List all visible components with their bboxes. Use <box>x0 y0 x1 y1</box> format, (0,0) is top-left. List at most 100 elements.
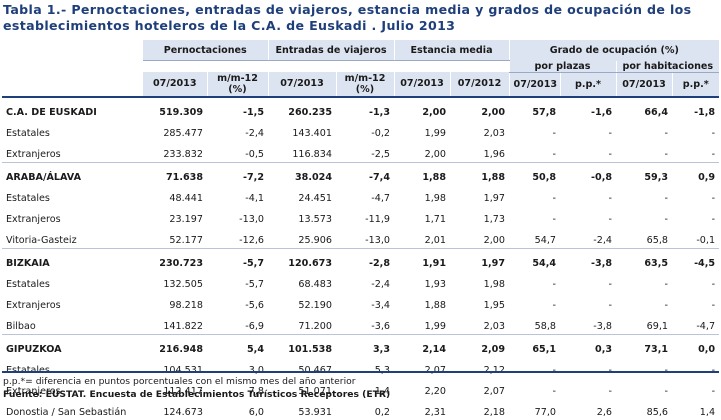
cell-value: 1,98 <box>424 192 446 204</box>
cell-value: 104.531 <box>163 364 203 376</box>
cell-value: 25.906 <box>298 234 332 246</box>
cell-value: 2,00 <box>483 234 506 246</box>
cell-value: 5,4 <box>207 333 268 357</box>
cell-value: - <box>711 148 716 160</box>
cell-value: 216.948 <box>143 333 207 357</box>
cell-value: 2,03 <box>483 320 506 332</box>
cell-value: 3,0 <box>248 364 264 376</box>
cell-value: 0,3 <box>560 333 617 357</box>
table-title: Tabla 1.- Pernoctaciones, entradas de vi… <box>3 2 692 33</box>
cell-value: 1,73 <box>483 213 506 225</box>
cell-value: 63,5 <box>616 247 673 271</box>
cell-value: 85,6 <box>646 406 669 418</box>
cell-value: 285.477 <box>163 127 203 139</box>
cell-value: - <box>552 278 557 290</box>
cell-value: -2,4 <box>245 127 264 139</box>
cell-value: - <box>552 385 557 397</box>
column-header: 07/2013 <box>508 72 561 97</box>
cell-value: - <box>664 213 669 225</box>
row-label: Bilbao <box>6 320 36 332</box>
cell-value: -12,6 <box>239 234 264 246</box>
row-label: GIPUZKOA <box>2 333 143 357</box>
row-label: Donostia / San Sebastián <box>6 406 127 418</box>
cell-value: 1,4 <box>699 406 716 418</box>
cell-value: 68.483 <box>298 278 332 290</box>
cell-value: - <box>711 364 716 376</box>
cell-value: 77,0 <box>534 406 557 418</box>
table-row: Extranjeros 233.832 -0,5 116.834 -2,5 2,00 1,9… <box>2 141 719 163</box>
row-label: Extranjeros <box>6 299 61 311</box>
cell-value: 101.538 <box>268 333 336 357</box>
cell-value: 57,8 <box>509 95 561 120</box>
cell-value: -0,8 <box>560 161 617 185</box>
cell-value: -4,5 <box>672 247 720 271</box>
cell-value: 52.190 <box>298 299 332 311</box>
cell-value: 7,8 <box>248 385 264 397</box>
cell-value: - <box>552 192 557 204</box>
cell-value: 58,8 <box>534 320 557 332</box>
cell-value: 141.822 <box>163 320 203 332</box>
cell-value: - <box>664 192 669 204</box>
column-header: m/m-12 (%) <box>206 72 268 97</box>
row-label: BIZKAIA <box>2 247 143 271</box>
column-header: p.p.* <box>559 72 617 97</box>
cell-value: 1,96 <box>483 148 506 160</box>
cell-value: 69,1 <box>646 320 669 332</box>
cell-value: 23.197 <box>169 213 203 225</box>
cell-value: - <box>664 299 669 311</box>
cell-value: 2,00 <box>450 95 510 120</box>
cell-value: 2,03 <box>483 127 506 139</box>
table-row: Estatales 285.477 -2,4 143.401 -0,2 1,99 2,03 -… <box>2 120 719 141</box>
cell-value: -3,4 <box>371 299 390 311</box>
cell-value: 50.467 <box>298 364 332 376</box>
footnote: p.p.*= diferencia en puntos porcentuales… <box>3 376 356 387</box>
cell-value: 519.309 <box>143 95 207 120</box>
cell-value: 1,95 <box>483 299 506 311</box>
cell-value: -0,1 <box>696 234 716 246</box>
row-label: Vitoria-Gasteiz <box>6 234 77 246</box>
row-label: Estatales <box>6 278 50 290</box>
cell-value: -1,5 <box>207 95 268 120</box>
cell-value: 1,97 <box>450 247 510 271</box>
table-bottom-rule <box>2 371 719 373</box>
column-header: m/m-12 (%) <box>335 72 394 97</box>
cell-value: - <box>711 127 716 139</box>
cell-value: 2,00 <box>394 95 450 120</box>
cell-value: - <box>711 385 716 397</box>
cell-value: 51.071 <box>298 385 332 397</box>
cell-value: -5,6 <box>245 299 264 311</box>
cell-value: -13,0 <box>239 213 264 225</box>
cell-value: 2,00 <box>424 148 446 160</box>
cell-value: 1,88 <box>424 299 446 311</box>
cell-value: -2,5 <box>371 148 390 160</box>
cell-value: 1,4 <box>374 385 390 397</box>
cell-value: - <box>608 364 613 376</box>
cell-value: 116.834 <box>292 148 332 160</box>
cell-value: 2,07 <box>483 385 506 397</box>
row-label: ARABA/ÁLAVA <box>2 161 143 185</box>
header-grado: Grado de ocupación (%) <box>508 40 720 61</box>
cell-value: 13.573 <box>298 213 332 225</box>
cell-value: -0,5 <box>245 148 264 160</box>
cell-value: - <box>711 299 716 311</box>
cell-value: -13,0 <box>365 234 390 246</box>
cell-value: - <box>664 385 669 397</box>
cell-value: 143.401 <box>292 127 332 139</box>
table-row: Donostia / San Sebastián 124.673 6,0 53.931… <box>2 399 719 420</box>
cell-value: -2,8 <box>336 247 394 271</box>
cell-value: - <box>664 148 669 160</box>
cell-value: -2,4 <box>593 234 613 246</box>
cell-value: 65,1 <box>509 333 561 357</box>
cell-value: 233.832 <box>163 148 203 160</box>
cell-value: -3,8 <box>593 320 613 332</box>
cell-value: -4,7 <box>371 192 390 204</box>
cell-value: 1,99 <box>424 127 446 139</box>
cell-value: 260.235 <box>268 95 336 120</box>
cell-value: - <box>608 278 613 290</box>
table-row: Estatales 132.505 -5,7 68.483 -2,4 1,93 1,98 - -… <box>2 271 719 292</box>
cell-value: - <box>608 385 613 397</box>
cell-value: - <box>711 192 716 204</box>
cell-value: 120.673 <box>268 247 336 271</box>
cell-value: 1,93 <box>424 278 446 290</box>
cell-value: - <box>608 299 613 311</box>
